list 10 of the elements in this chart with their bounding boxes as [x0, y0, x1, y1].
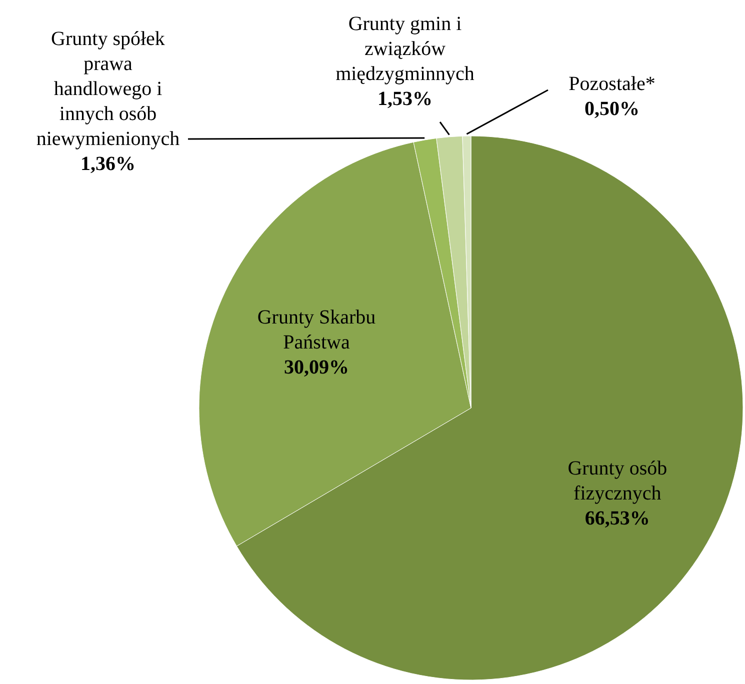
- slice-label: Pozostałe*: [568, 73, 656, 95]
- slice-label: Grunty gmin i związków międzygminnych: [336, 13, 474, 85]
- slice-label: Grunty spółek prawa handlowego i innych osób niewymienionych: [36, 28, 180, 150]
- data-label: 30,09%: [284, 356, 350, 378]
- data-label: 0,50%: [584, 98, 640, 120]
- data-label: 66,53%: [584, 508, 650, 530]
- slice-label: Grunty Skarbu Państwa: [257, 306, 376, 354]
- data-label: 1,36%: [80, 153, 136, 175]
- slice-label: Grunty osób fizycznych: [568, 458, 668, 505]
- data-label: 1,53%: [378, 88, 432, 110]
